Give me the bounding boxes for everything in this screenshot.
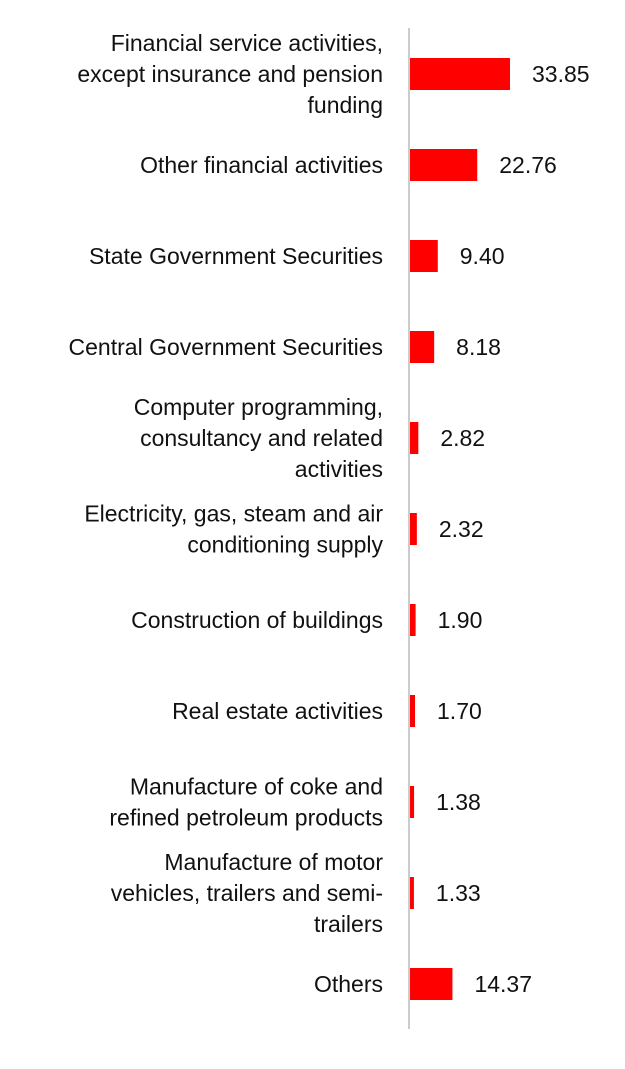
category-label: Central Government Securities (69, 334, 383, 360)
data-label: 2.32 (439, 516, 484, 542)
category-label-line: funding (308, 92, 383, 118)
category-label-line: Other financial activities (140, 152, 383, 178)
bar (410, 149, 478, 181)
bar (410, 604, 416, 636)
data-label: 1.33 (436, 880, 481, 906)
category-label-line: except insurance and pension (77, 61, 383, 87)
data-label: 14.37 (474, 971, 532, 997)
bar (410, 968, 453, 1000)
category-label: Real estate activities (172, 698, 383, 724)
category-label-line: Electricity, gas, steam and air (84, 501, 383, 527)
data-label: 2.82 (440, 425, 485, 451)
data-label: 1.38 (436, 789, 481, 815)
bar (410, 695, 416, 727)
category-label: Others (314, 971, 383, 997)
category-label-line: activities (295, 456, 383, 482)
category-label-line: State Government Securities (89, 243, 383, 269)
category-label-line: refined petroleum products (109, 805, 383, 831)
category-label: Construction of buildings (131, 607, 383, 633)
category-label-line: Central Government Securities (69, 334, 383, 360)
data-label: 22.76 (499, 152, 557, 178)
category-label-line: Real estate activities (172, 698, 383, 724)
category-label-line: Construction of buildings (131, 607, 383, 633)
category-label: Computer programming, consultancy and rel… (134, 394, 383, 482)
category-label-line: consultancy and related (140, 425, 383, 451)
data-label: 1.90 (438, 607, 483, 633)
data-label: 8.18 (456, 334, 501, 360)
category-label: Electricity, gas, steam and air condition… (84, 501, 383, 558)
category-label-line: Manufacture of coke and (130, 774, 383, 800)
category-label-line: Manufacture of motor (164, 849, 383, 875)
category-label-line: Financial service activities, (111, 30, 383, 56)
category-label-line: conditioning supply (187, 532, 383, 558)
bar (410, 786, 415, 818)
data-label: 9.40 (460, 243, 505, 269)
category-label-group: Financial service activities, except insu… (69, 30, 384, 997)
category-label-line: Others (314, 971, 383, 997)
category-label: Financial service activities, except insu… (77, 30, 383, 118)
category-label-line: trailers (314, 911, 383, 937)
category-label: Manufacture of coke and refined petroleum… (109, 774, 383, 831)
category-label: Manufacture of motor vehicles, trailers a… (111, 849, 384, 937)
data-label: 33.85 (532, 61, 590, 87)
bar (410, 877, 414, 909)
bar (410, 331, 435, 363)
bar (410, 58, 510, 90)
bar (410, 513, 417, 545)
category-label: Other financial activities (140, 152, 383, 178)
bar (410, 422, 419, 454)
bar-group (410, 58, 510, 1000)
category-label-line: Computer programming, (134, 394, 383, 420)
data-label: 1.70 (437, 698, 482, 724)
value-label-group: 33.85 22.76 9.40 8.18 2.82 2.32 1.90 1.70 1.38 1.… (436, 61, 590, 997)
category-label-line: vehicles, trailers and semi- (111, 880, 383, 906)
category-label: State Government Securities (89, 243, 383, 269)
bar (410, 240, 438, 272)
